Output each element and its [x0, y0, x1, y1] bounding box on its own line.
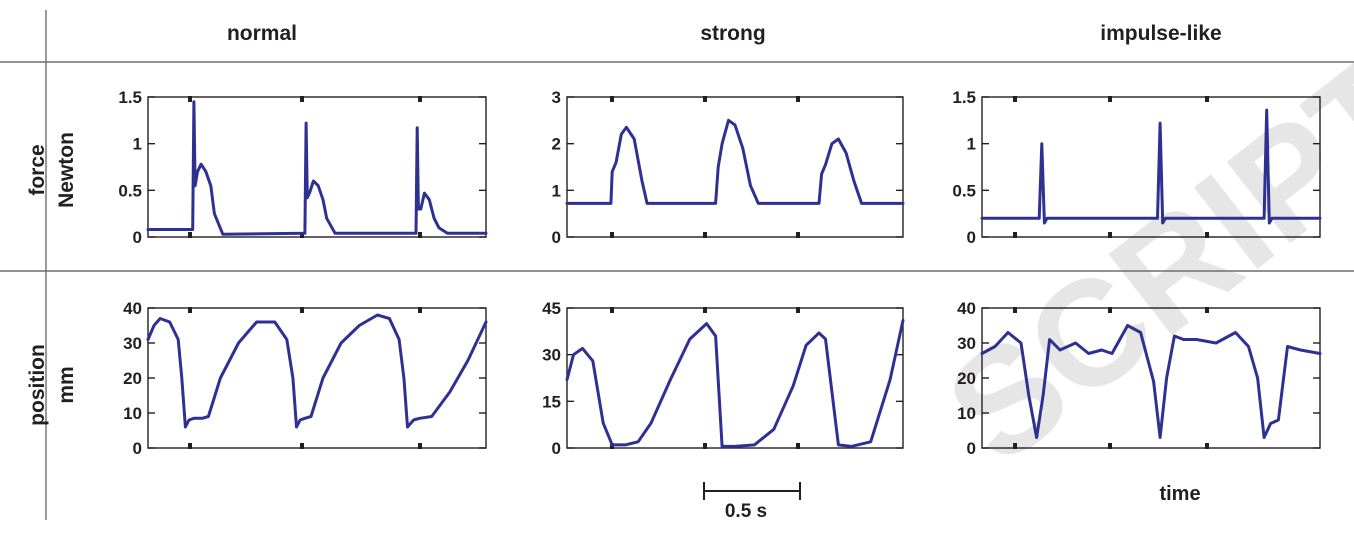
x-tick-top [188, 96, 192, 102]
row-label-position: position [26, 344, 49, 426]
x-tick-top [1205, 96, 1209, 102]
row-label-force: force [26, 144, 49, 195]
x-tick-bottom [796, 443, 800, 449]
panel-force-normal: 0 0.5 1 1.5 [118, 88, 488, 247]
axis-frame [566, 96, 904, 238]
series-line-position-normal [146, 313, 488, 429]
x-tick-bottom [703, 232, 707, 238]
y-tick-label: 1 [967, 135, 976, 154]
y-tick-label: 0 [133, 439, 142, 458]
x-tick-bottom [1013, 443, 1017, 449]
y-tick-label: 20 [957, 369, 976, 388]
axis-frame [566, 307, 904, 449]
scale-bar: 0.5 s [703, 482, 801, 522]
x-tick-top [1108, 96, 1112, 102]
y-tick-label: 1.5 [952, 88, 976, 107]
y-tick-label: 1.5 [118, 88, 142, 107]
panel-force-strong: 0 1 2 3 [552, 88, 905, 247]
panel-force-impulse-like: 0 0.5 1 1.5 [952, 88, 1322, 247]
column-header-impulse-like: impulse-like [1100, 22, 1221, 45]
x-tick-bottom [1108, 232, 1112, 238]
x-tick-bottom [188, 232, 192, 238]
x-tick-top [188, 307, 192, 313]
axis-frame [147, 96, 487, 238]
y-tick-label: 10 [957, 404, 976, 423]
time-label: time [1159, 483, 1200, 505]
x-tick-top [610, 307, 614, 313]
y-tick-label: 45 [542, 299, 561, 318]
x-tick-bottom [1108, 443, 1112, 449]
axis-frame [147, 307, 487, 449]
x-tick-top [418, 307, 422, 313]
panel-position-impulse-like: 0 10 20 30 40 [957, 299, 1322, 458]
y-tick-label: 0.5 [952, 181, 976, 200]
x-tick-bottom [418, 232, 422, 238]
y-tick-label: 0 [552, 228, 561, 247]
x-tick-top [796, 96, 800, 102]
x-tick-bottom [418, 443, 422, 449]
x-tick-top [1013, 307, 1017, 313]
x-tick-top [1205, 307, 1209, 313]
panel-position-normal: 0 10 20 30 40 [123, 299, 488, 458]
series-line-position-strong [565, 318, 905, 448]
y-tick-label: 30 [542, 346, 561, 365]
x-tick-top [610, 96, 614, 102]
x-tick-bottom [1205, 232, 1209, 238]
axis-frame [981, 96, 1321, 238]
x-tick-bottom [300, 232, 304, 238]
x-tick-bottom [1013, 232, 1017, 238]
series-line-force-impulse-like [980, 108, 1322, 225]
x-tick-top [703, 96, 707, 102]
x-tick-top [300, 307, 304, 313]
x-tick-top [703, 307, 707, 313]
y-tick-label: 0 [552, 439, 561, 458]
x-tick-bottom [188, 443, 192, 449]
y-tick-label: 2 [552, 135, 561, 154]
y-tick-label: 0 [967, 228, 976, 247]
x-tick-top [1013, 96, 1017, 102]
x-tick-bottom [703, 443, 707, 449]
x-tick-bottom [796, 232, 800, 238]
x-tick-top [796, 307, 800, 313]
y-tick-label: 1 [133, 135, 142, 154]
scale-bar-label: 0.5 s [725, 501, 767, 522]
y-tick-label: 40 [123, 299, 142, 318]
row-unit-mm: mm [55, 366, 78, 403]
panel-position-strong: 0 15 30 45 [542, 299, 905, 458]
row-unit-newton: Newton [55, 132, 78, 208]
x-tick-top [1108, 307, 1112, 313]
x-tick-bottom [610, 232, 614, 238]
y-tick-label: 40 [957, 299, 976, 318]
x-tick-top [418, 96, 422, 102]
y-tick-label: 0.5 [118, 181, 142, 200]
y-tick-label: 30 [123, 334, 142, 353]
y-tick-label: 20 [123, 369, 142, 388]
column-header-strong: strong [700, 22, 765, 45]
column-header-normal: normal [227, 22, 297, 45]
y-tick-label: 0 [967, 439, 976, 458]
series-line-force-strong [565, 118, 905, 205]
y-tick-label: 15 [542, 392, 561, 411]
y-tick-label: 0 [133, 228, 142, 247]
y-tick-label: 10 [123, 404, 142, 423]
x-tick-bottom [1205, 443, 1209, 449]
series-line-force-normal [146, 100, 488, 236]
y-tick-label: 30 [957, 334, 976, 353]
x-tick-top [300, 96, 304, 102]
y-tick-label: 1 [552, 181, 561, 200]
y-tick-label: 3 [552, 88, 561, 107]
series-line-position-impulse-like [980, 324, 1322, 439]
x-tick-bottom [300, 443, 304, 449]
